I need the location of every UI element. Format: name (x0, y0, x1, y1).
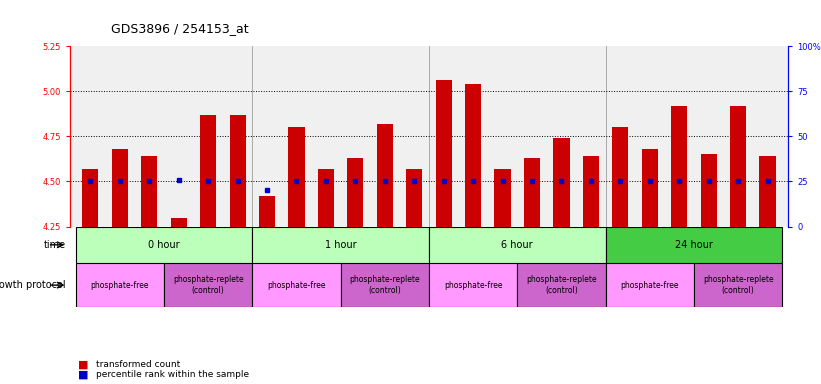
Text: 1 hour: 1 hour (325, 240, 356, 250)
Text: phosphate-free: phosphate-free (444, 281, 502, 290)
Bar (671, 106, 687, 227)
Text: ■: ■ (78, 360, 89, 370)
Text: phosphate-replete
(control): phosphate-replete (control) (173, 275, 244, 295)
Text: phosphate-free: phosphate-free (90, 281, 149, 290)
Bar (642, 149, 658, 227)
Bar (524, 158, 540, 227)
Bar (112, 149, 128, 227)
Text: ■: ■ (78, 369, 89, 379)
Bar (318, 169, 334, 227)
Bar (606, 263, 694, 307)
Bar (612, 127, 628, 227)
Bar (141, 156, 158, 227)
Bar (76, 227, 252, 263)
Bar (517, 263, 606, 307)
Bar (465, 84, 481, 227)
Bar (252, 263, 341, 307)
Bar (200, 115, 216, 227)
Text: transformed count: transformed count (96, 360, 181, 369)
Text: 0 hour: 0 hour (148, 240, 180, 250)
Bar (288, 127, 305, 227)
Text: phosphate-free: phosphate-free (267, 281, 326, 290)
Bar (730, 106, 746, 227)
Bar (82, 169, 99, 227)
Bar (694, 263, 782, 307)
Bar (259, 196, 275, 227)
Bar (171, 218, 187, 227)
Bar (230, 115, 245, 227)
Bar (606, 227, 782, 263)
Bar (252, 227, 429, 263)
Text: phosphate-free: phosphate-free (621, 281, 679, 290)
Bar (436, 80, 452, 227)
Bar (341, 263, 429, 307)
Text: 24 hour: 24 hour (675, 240, 713, 250)
Bar (347, 158, 364, 227)
Text: 6 hour: 6 hour (502, 240, 533, 250)
Bar (429, 227, 606, 263)
Bar (429, 263, 517, 307)
Bar (164, 263, 252, 307)
Text: phosphate-replete
(control): phosphate-replete (control) (526, 275, 597, 295)
Bar (377, 124, 393, 227)
Bar (759, 156, 776, 227)
Text: time: time (44, 240, 66, 250)
Bar (406, 169, 422, 227)
Text: percentile rank within the sample: percentile rank within the sample (96, 370, 250, 379)
Bar (553, 138, 570, 227)
Bar (494, 169, 511, 227)
Text: growth protocol: growth protocol (0, 280, 66, 290)
Text: GDS3896 / 254153_at: GDS3896 / 254153_at (111, 22, 249, 35)
Bar (583, 156, 599, 227)
Bar (76, 263, 164, 307)
Text: phosphate-replete
(control): phosphate-replete (control) (350, 275, 420, 295)
Text: phosphate-replete
(control): phosphate-replete (control) (703, 275, 773, 295)
Bar (700, 154, 717, 227)
